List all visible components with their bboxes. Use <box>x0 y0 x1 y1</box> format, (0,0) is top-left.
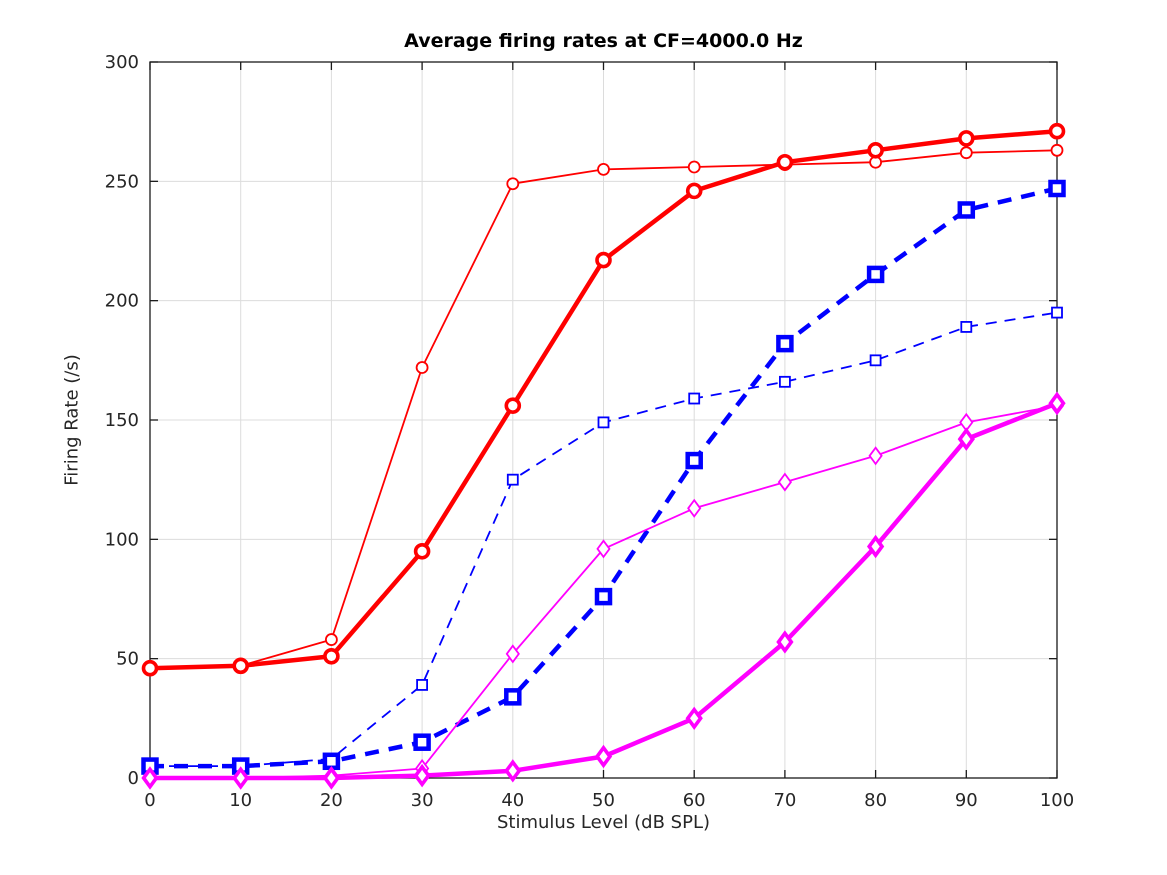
x-tick-label: 50 <box>592 790 615 811</box>
marker-square-blue-thick-dashed-square <box>413 733 431 751</box>
marker-square-blue-thick-dashed-square <box>1048 179 1066 198</box>
marker-diamond-magenta-thick-diamond <box>957 427 975 451</box>
marker-diamond-magenta-thick-diamond <box>141 766 159 790</box>
marker-square-blue-thin-dashed-open-square <box>506 473 519 486</box>
y-tick-label: 100 <box>105 529 139 550</box>
x-tick-label: 40 <box>501 790 524 811</box>
marker-circle-red-thin-open-circle <box>597 162 610 176</box>
marker-circle-red-thin-open-circle <box>687 160 701 174</box>
marker-circle-red-thick-open-circle <box>141 659 159 677</box>
marker-square-blue-thick-dashed-square <box>594 587 613 606</box>
marker-diamond-magenta-thin-open-diamond <box>505 644 520 664</box>
marker-circle-red-thick-open-circle <box>867 142 884 159</box>
marker-square-blue-thin-dashed-open-square <box>688 392 701 405</box>
marker-diamond-magenta-thick-diamond <box>232 766 250 790</box>
y-tick-label: 200 <box>105 291 139 312</box>
marker-diamond-magenta-thin-open-diamond <box>777 472 793 492</box>
x-tick-label: 80 <box>864 790 887 811</box>
marker-diamond-magenta-thick-diamond <box>504 759 522 783</box>
chart-title: Average firing rates at CF=4000.0 Hz <box>404 30 803 52</box>
x-tick-label: 0 <box>144 790 155 811</box>
marker-circle-red-thin-open-circle <box>506 177 520 191</box>
marker-circle-red-thin-open-circle <box>959 146 973 160</box>
marker-circle-red-thick-open-circle <box>232 657 249 675</box>
marker-square-blue-thin-dashed-open-square <box>960 321 973 333</box>
x-tick-label: 20 <box>320 790 343 811</box>
marker-square-blue-thick-dashed-square <box>504 688 522 706</box>
x-tick-label: 70 <box>773 790 796 811</box>
x-tick-label: 60 <box>683 790 706 811</box>
marker-diamond-magenta-thick-diamond <box>413 763 431 788</box>
marker-circle-red-thin-open-circle <box>1050 143 1064 157</box>
y-tick-label: 0 <box>128 768 139 789</box>
marker-diamond-magenta-thick-diamond <box>685 706 703 731</box>
marker-circle-red-thick-open-circle <box>595 251 612 269</box>
marker-diamond-magenta-thick-diamond <box>594 744 613 769</box>
marker-square-blue-thick-dashed-square <box>322 752 341 771</box>
marker-square-blue-thick-dashed-square <box>776 334 794 353</box>
marker-square-blue-thin-dashed-open-square <box>416 679 429 691</box>
marker-circle-red-thick-open-circle <box>504 397 522 414</box>
marker-circle-red-thick-open-circle <box>776 153 794 171</box>
marker-square-blue-thin-dashed-open-square <box>597 416 610 429</box>
marker-square-blue-thin-dashed-open-square <box>1051 306 1063 319</box>
x-tick-label: 100 <box>1040 790 1074 811</box>
x-tick-label: 30 <box>411 790 434 811</box>
marker-square-blue-thick-dashed-square <box>957 201 976 219</box>
marker-circle-red-thin-open-circle <box>324 633 338 646</box>
marker-square-blue-thick-dashed-square <box>866 265 885 284</box>
marker-diamond-magenta-thin-open-diamond <box>596 539 611 559</box>
marker-circle-red-thick-open-circle <box>323 647 340 665</box>
marker-circle-red-thick-open-circle <box>957 130 975 147</box>
marker-diamond-magenta-thick-diamond <box>866 534 885 559</box>
marker-diamond-magenta-thick-diamond <box>776 630 794 654</box>
marker-diamond-magenta-thin-open-diamond <box>868 446 883 466</box>
marker-diamond-magenta-thick-diamond <box>1048 391 1066 416</box>
x-tick-label: 10 <box>229 790 252 811</box>
x-tick-label: 90 <box>955 790 978 811</box>
marker-circle-red-thick-open-circle <box>413 542 431 560</box>
marker-diamond-magenta-thin-open-diamond <box>687 498 702 518</box>
marker-square-blue-thick-dashed-square <box>685 451 703 470</box>
marker-circle-red-thick-open-circle <box>685 182 703 200</box>
y-tick-label: 300 <box>105 52 139 73</box>
marker-square-blue-thin-dashed-open-square <box>869 354 882 367</box>
x-axis-label: Stimulus Level (dB SPL) <box>496 812 711 833</box>
y-tick-label: 250 <box>105 171 139 192</box>
y-tick-label: 150 <box>105 410 139 431</box>
marker-circle-red-thin-open-circle <box>415 361 429 374</box>
y-tick-label: 50 <box>116 649 139 670</box>
marker-circle-red-thick-open-circle <box>1048 122 1066 140</box>
marker-diamond-magenta-thick-diamond <box>322 766 341 790</box>
marker-square-blue-thin-dashed-open-square <box>779 375 791 388</box>
